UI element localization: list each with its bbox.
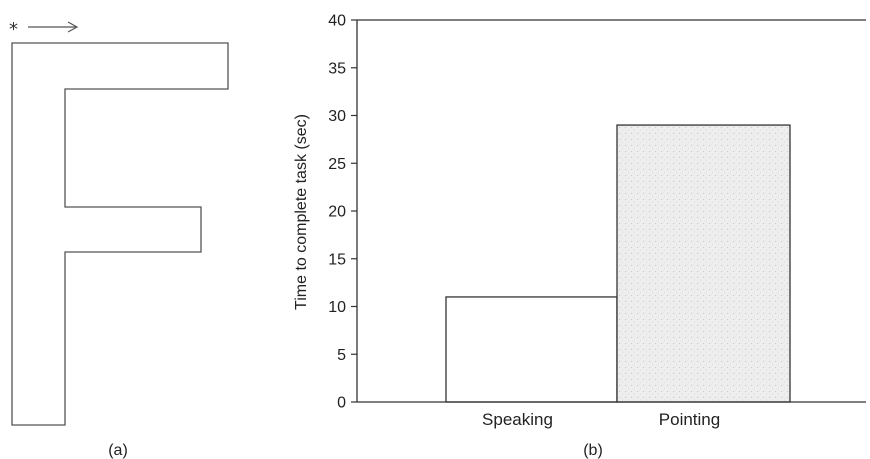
category-label-pointing: Pointing <box>659 410 720 429</box>
y-tick-label: 20 <box>328 204 346 221</box>
y-axis-label: Time to complete task (sec) <box>293 114 310 310</box>
y-tick-label: 40 <box>328 13 346 30</box>
panel-a-label: (a) <box>108 442 128 459</box>
bars <box>445 124 791 403</box>
y-tick-label: 0 <box>337 395 346 412</box>
y-tick-label: 35 <box>328 60 346 77</box>
start-marker: * <box>9 19 18 40</box>
panel-b-label: (b) <box>583 442 603 459</box>
y-tick-label: 15 <box>328 251 346 268</box>
y-tick-label: 25 <box>328 156 346 173</box>
axes-frame <box>356 19 866 403</box>
f-shape-outline <box>11 42 229 426</box>
y-tick-label: 30 <box>328 108 346 125</box>
y-tick-label: 10 <box>328 299 346 316</box>
panel-b: Time to complete task (sec) 0 5 10 15 20 25 30… <box>293 13 866 459</box>
bar-pointing <box>616 124 791 403</box>
y-tick-label: 5 <box>337 347 346 364</box>
y-axis: 0 5 10 15 20 25 30 35 40 <box>328 13 357 412</box>
category-labels: Speaking Pointing <box>482 410 720 429</box>
panel-a: * (a) <box>9 19 229 459</box>
direction-arrow-icon <box>28 21 79 33</box>
bar-speaking <box>445 296 618 403</box>
category-label-speaking: Speaking <box>482 410 553 429</box>
